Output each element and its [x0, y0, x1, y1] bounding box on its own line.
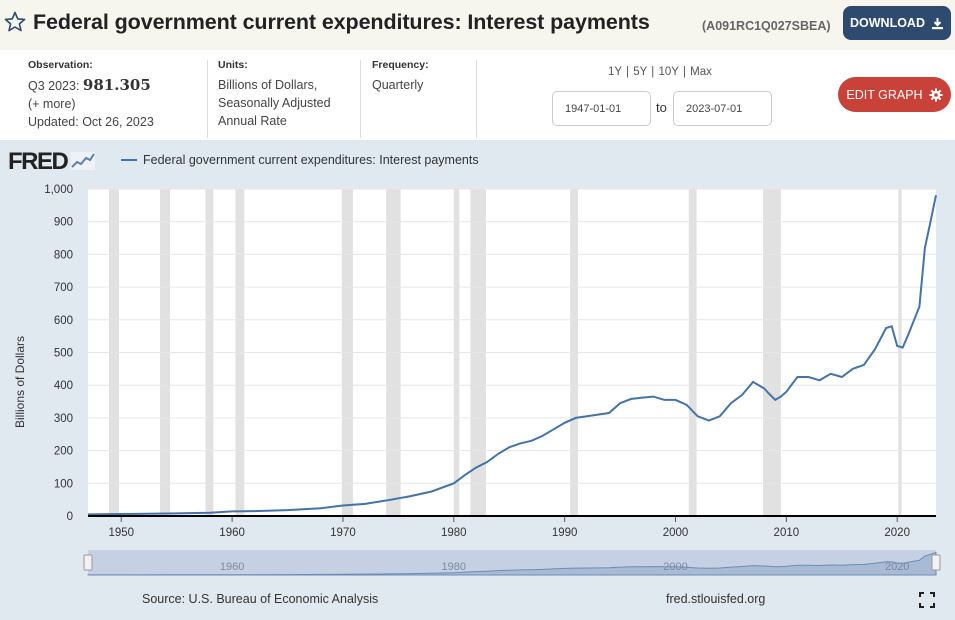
range-5y[interactable]: 5Y [633, 66, 648, 78]
navigator-tick-label: 1980 [442, 561, 466, 573]
chart-logo-icon [71, 152, 96, 170]
download-icon [932, 17, 943, 29]
y-tick-label: 700 [54, 282, 73, 294]
title-bar: Federal government current expenditures:… [0, 0, 955, 50]
end-date-input[interactable]: 2023-07-01 [673, 91, 772, 126]
y-tick-label: 300 [54, 413, 73, 425]
x-tick-label: 2020 [884, 527, 910, 539]
range-10y[interactable]: 10Y [658, 66, 679, 78]
y-tick-label: 800 [54, 249, 73, 261]
to-label: to [656, 100, 667, 115]
chart-legend: Federal government current expenditures:… [121, 153, 479, 167]
navigator-tick-label: 2020 [885, 561, 909, 573]
series-meta: Observation: Q3 2023: 981.305 (+ more) U… [0, 50, 955, 140]
legend-label: Federal government current expenditures:… [143, 153, 479, 167]
y-tick-label: 100 [54, 478, 73, 490]
observation-period: Q3 2023: [28, 79, 80, 93]
range-1y[interactable]: 1Y [608, 66, 622, 78]
start-date-input[interactable]: 1947-01-01 [552, 91, 651, 126]
divider [207, 60, 208, 138]
download-button[interactable]: DOWNLOAD [843, 6, 951, 40]
y-tick-label: 600 [54, 315, 73, 327]
series-line [87, 194, 937, 516]
navigator-tick-label: 2000 [663, 561, 687, 573]
line-chart[interactable]: 0 100 200 300 400 500 600 700 800 900 1,000 1950 19… [0, 140, 955, 620]
observation-value: 981.305 [82, 76, 151, 94]
y-tick-label: 500 [54, 348, 73, 360]
navigator-tick-label: 1960 [220, 561, 244, 573]
navigator-handle-right[interactable] [931, 554, 941, 571]
units-line-3: Annual Rate [218, 114, 287, 128]
units-block: Units: Billions of Dollars, Seasonally A… [218, 58, 331, 130]
frequency-label: Frequency: [372, 59, 429, 71]
navigator-area [87, 551, 937, 576]
download-label: DOWNLOAD [850, 16, 925, 30]
units-line-2: Seasonally Adjusted [218, 96, 331, 110]
series-id: (A091RC1Q027SBEA) [702, 19, 831, 33]
frequency-value: Quarterly [372, 78, 424, 92]
gear-icon [929, 88, 943, 101]
units-label: Units: [218, 59, 248, 71]
fred-logo: FRED [8, 148, 96, 176]
range-selector: 1Y | 5Y | 10Y | Max [608, 66, 712, 78]
y-tick-label: 400 [54, 380, 73, 392]
x-tick-label: 1950 [108, 527, 134, 539]
updated-date: Updated: Oct 26, 2023 [28, 115, 154, 129]
fullscreen-icon[interactable] [919, 592, 935, 608]
x-tick-label: 2000 [663, 527, 689, 539]
x-tick-label: 1990 [552, 527, 578, 539]
legend-swatch [121, 159, 137, 161]
x-tick-label: 1970 [330, 527, 356, 539]
page-title: Federal government current expenditures:… [33, 10, 650, 34]
edit-graph-button[interactable]: EDIT GRAPH [838, 77, 951, 112]
star-icon[interactable] [3, 10, 27, 34]
frequency-block: Frequency: Quarterly [372, 58, 429, 94]
x-tick-label: 2010 [774, 527, 800, 539]
y-tick-label: 900 [54, 217, 73, 229]
observation-label: Observation: [28, 59, 93, 71]
edit-graph-label: EDIT GRAPH [846, 87, 923, 102]
observation-block: Observation: Q3 2023: 981.305 (+ more) U… [28, 58, 154, 131]
x-tick-label: 1980 [441, 527, 467, 539]
fred-logo-text: FRED [8, 148, 69, 175]
divider [360, 60, 361, 138]
site-link[interactable]: fred.stlouisfed.org [666, 592, 766, 606]
y-tick-label: 0 [67, 511, 73, 523]
x-tick-label: 1960 [219, 527, 245, 539]
y-tick-label: 1,000 [44, 184, 73, 196]
y-tick-label: 200 [54, 446, 73, 458]
chart-area: 0 100 200 300 400 500 600 700 800 900 1,000 1950 19… [0, 140, 955, 620]
range-navigator[interactable]: 1960 1980 2000 2020 [83, 550, 941, 576]
y-axis-label: Billions of Dollars [13, 336, 27, 428]
units-line-1: Billions of Dollars, [218, 78, 318, 92]
source-note: Source: U.S. Bureau of Economic Analysis [142, 592, 379, 606]
divider [476, 60, 477, 138]
more-link[interactable]: (+ more) [28, 97, 76, 111]
range-max[interactable]: Max [690, 66, 712, 78]
navigator-handle-left[interactable] [83, 554, 93, 571]
